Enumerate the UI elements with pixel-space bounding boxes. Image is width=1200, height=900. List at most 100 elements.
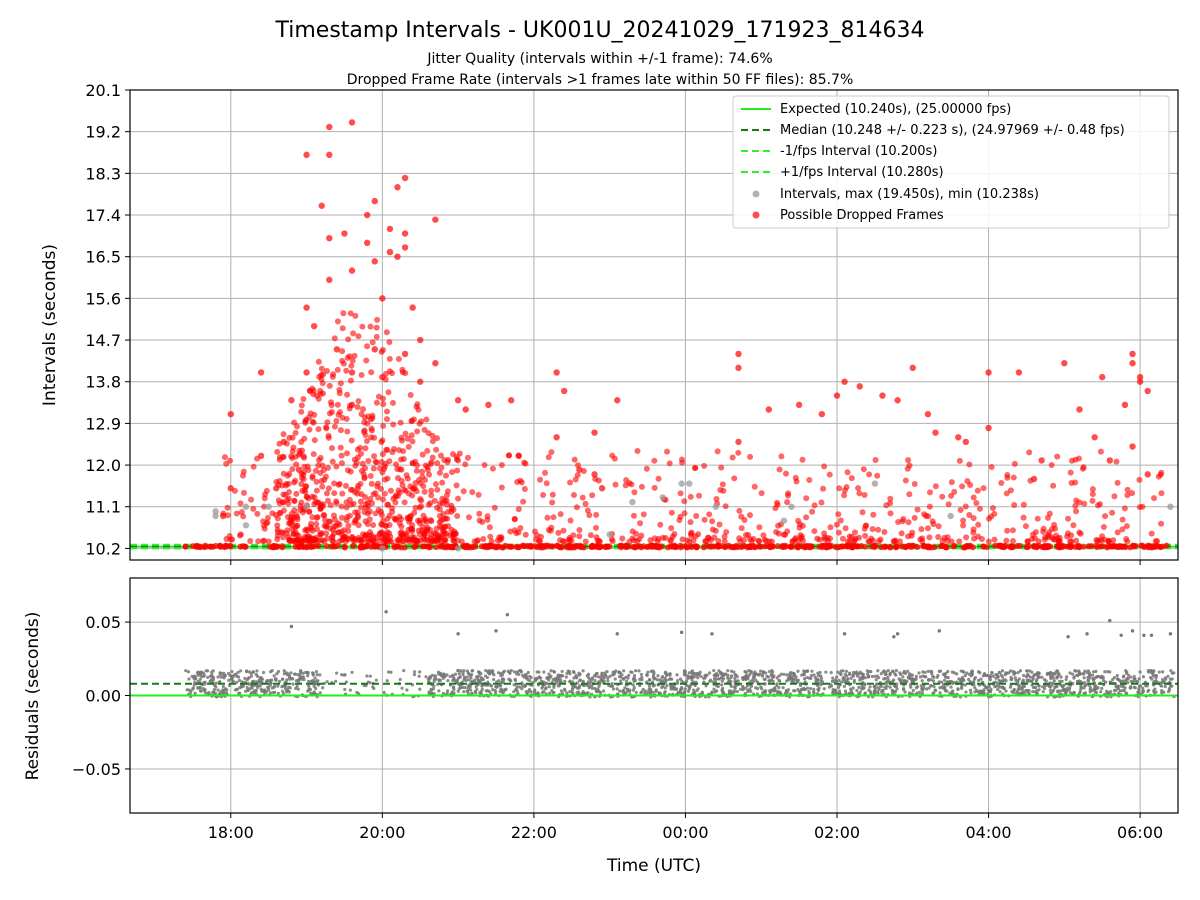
residual-point [1035,689,1039,693]
residual-point [807,689,811,694]
residual-point [565,691,569,695]
residual-point [192,683,196,687]
dropped-frame-point [758,490,765,497]
dropped-frame-point [389,449,396,456]
dropped-frame-point [420,512,427,519]
residual-point [334,679,338,684]
residual-point [547,685,551,689]
dropped-frame-point [1121,505,1128,512]
residual-point [1088,685,1092,690]
dropped-frame-point [301,435,308,442]
residual-point [513,677,517,682]
residual-point [586,672,591,676]
residual-point [1021,680,1025,684]
dropped-frame-point [398,529,405,536]
residual-point [1136,692,1141,696]
dropped-frame-point [326,234,333,242]
residual-point [445,689,450,693]
dropped-frame-point [1129,443,1136,450]
interval-point [379,545,386,552]
dropped-frame-point [842,525,849,532]
dropped-frame-point [315,358,322,365]
dropped-frame-point [330,512,337,519]
residual-point [282,669,286,673]
residual-point [621,689,625,693]
dropped-frame-point [507,528,514,535]
dropped-frame-point [735,364,742,372]
residual-point [1093,687,1097,691]
dropped-frame-point [316,537,323,544]
residual-point [438,678,442,682]
residual-point [1051,681,1055,685]
residual-point [712,677,717,681]
dropped-frame-point [1067,469,1074,476]
residual-point [1022,673,1026,678]
dropped-frame-point [970,515,977,522]
dropped-frame-point [692,465,699,472]
residual-point [365,674,369,678]
dropped-frame-point [324,419,331,426]
dropped-frame-point [421,488,428,495]
residual-point [894,673,898,677]
residual-point [250,690,254,695]
top-panel-frame [129,89,1179,561]
dropped-frame-point [693,544,700,551]
residual-point [634,690,638,695]
residual-point [798,691,802,695]
dropped-frame-point [1097,448,1104,455]
residual-point [876,669,880,673]
dropped-frame-point [655,475,662,482]
dropped-frame-point [255,538,262,545]
residual-point [441,691,445,696]
residual-point [777,685,781,690]
dropped-frame-point [548,449,555,456]
residual-point [206,675,210,679]
dropped-frame-point [257,369,265,376]
interval-point [212,508,219,515]
dropped-frame-point [850,542,857,549]
dropped-frame-point [313,521,320,528]
dropped-frame-point [989,505,996,512]
dropped-frame-point [932,429,939,436]
dropped-frame-point [389,505,396,512]
residual-point [981,674,985,678]
dropped-frame-point [861,492,868,499]
residual-point [686,689,691,693]
residual-point [208,679,212,684]
dropped-frame-point [448,544,455,551]
dropped-frame-point [349,357,356,364]
residual-point [1160,678,1165,682]
dropped-frame-point [612,481,619,488]
dropped-frame-point [721,533,728,540]
residual-point [781,686,785,690]
residual-point [563,679,567,684]
dropped-frame-point [1099,373,1106,381]
residual-point [802,669,806,673]
dropped-frame-point [1157,544,1164,551]
dropped-frame-point [716,521,723,528]
dropped-frame-point [821,463,828,470]
dropped-frame-point [818,499,825,506]
top-y-tick-label: 13.8 [85,373,121,392]
residual-point [272,690,277,694]
residual-point [970,672,974,677]
dropped-frame-point [351,538,358,545]
interval-point [303,503,310,510]
residual-point [730,674,734,678]
dropped-frame-point [321,516,328,523]
dropped-frame-point [317,454,324,461]
dropped-frame-point [545,454,552,461]
residual-point [643,689,647,693]
residual-point [1086,679,1091,683]
dropped-frame-point [427,500,434,507]
dropped-frame-point [1148,530,1155,537]
dropped-frame-point [321,522,328,529]
dropped-frame-point [334,401,341,408]
residual-point [566,669,570,673]
dropped-frame-point [630,537,637,544]
dropped-frame-point [746,512,753,519]
residual-point [1082,672,1086,676]
residual-outlier-point [456,632,460,636]
dropped-frame-point [263,487,270,494]
residual-point [963,683,967,687]
